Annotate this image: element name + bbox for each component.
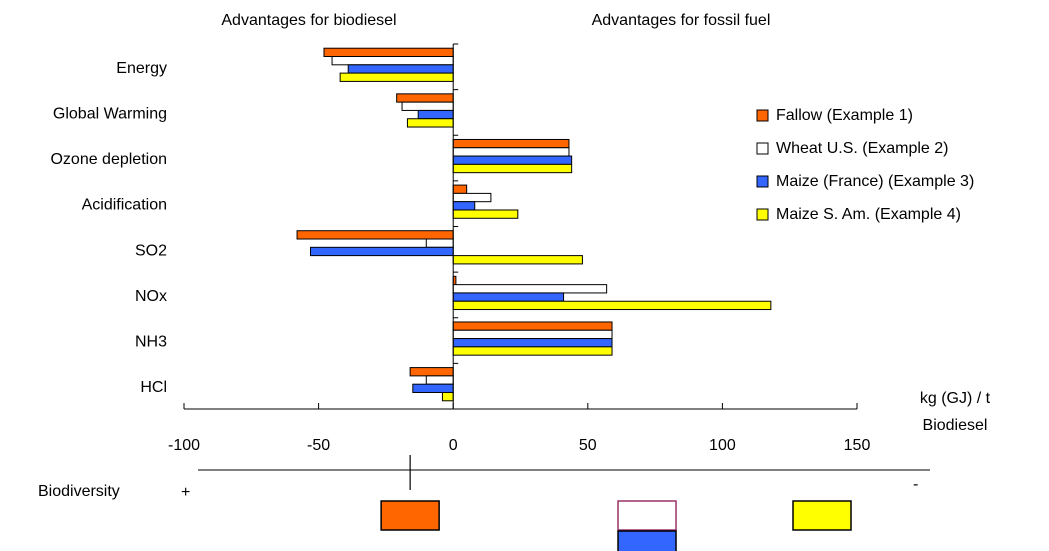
- bar-nh3-4: [452, 346, 613, 356]
- plot-area: Energy Global Warming Ozone depletion Acidi…: [50, 43, 871, 454]
- biodiversity-label: Biodiversity: [38, 483, 120, 500]
- category-label: HCl: [140, 379, 167, 396]
- unit-label-line1: kg (GJ) / t: [920, 390, 991, 407]
- legend: Fallow (Example 1) Wheat U.S. (Example 2)…: [756, 107, 974, 223]
- biodiversity-plus: +: [181, 484, 190, 501]
- bar-acidification-2: [452, 192, 492, 203]
- bar-nh3-2: [452, 329, 613, 340]
- biodiversity-box-wheat-u-s-example-2: [617, 500, 677, 531]
- category-label: SO2: [135, 242, 167, 259]
- biodiversity-box-fallow-example-1: [380, 500, 440, 531]
- bar-nox-4: [452, 300, 772, 311]
- bar-so2-2: [425, 238, 454, 248]
- bar-global-warming-4: [406, 118, 454, 128]
- biodiversity-box-maize-s-am-example-4: [792, 500, 852, 531]
- legend-label: Maize S. Am. (Example 4): [776, 206, 961, 223]
- bar-so2-4: [452, 255, 583, 265]
- legend-label: Fallow (Example 1): [776, 107, 913, 124]
- bar-ozone-depletion-1: [452, 138, 570, 149]
- category-label: Energy: [116, 60, 167, 77]
- bar-energy-3: [347, 64, 454, 74]
- bar-nox-2: [452, 284, 608, 294]
- bar-nh3-3: [452, 338, 613, 348]
- bar-global-warming-3: [417, 109, 454, 120]
- x-tick-label: 100: [709, 437, 736, 454]
- bar-ozone-depletion-2: [452, 147, 570, 157]
- category-label: Global Warming: [53, 105, 167, 122]
- x-tick-label: 150: [844, 437, 871, 454]
- bar-nh3-1: [452, 321, 613, 331]
- bar-nox-3: [452, 292, 565, 302]
- bar-hcl-3: [412, 383, 454, 393]
- biodiversity-row: [198, 455, 930, 551]
- bar-acidification-3: [452, 201, 476, 211]
- header-left: Advantages for biodiesel: [221, 12, 396, 29]
- x-tick-label: 50: [579, 437, 597, 454]
- biodiversity-box-maize-france-example-3: [617, 530, 677, 551]
- legend-swatch: [756, 208, 769, 221]
- bar-global-warming-1: [396, 93, 454, 103]
- x-tick-label: -100: [168, 437, 200, 454]
- category-label: Ozone depletion: [50, 151, 167, 168]
- category-label: Acidification: [82, 197, 167, 214]
- bar-hcl-4: [441, 391, 454, 402]
- header-right: Advantages for fossil fuel: [592, 12, 771, 29]
- bar-so2-1: [296, 230, 454, 240]
- unit-label-line2: Biodiesel: [923, 417, 988, 434]
- bar-energy-2: [331, 56, 454, 66]
- legend-label: Maize (France) (Example 3): [776, 173, 974, 190]
- category-label: NH3: [135, 334, 167, 351]
- bar-hcl-2: [425, 375, 454, 385]
- bar-acidification-1: [452, 184, 468, 194]
- bar-energy-1: [323, 47, 454, 58]
- bar-energy-4: [339, 72, 454, 82]
- biodiversity-minus: -: [913, 476, 918, 493]
- x-tick-label: -50: [307, 437, 330, 454]
- legend-label: Wheat U.S. (Example 2): [776, 140, 949, 157]
- x-tick-label: 0: [449, 437, 458, 454]
- bar-so2-3: [310, 246, 454, 257]
- legend-swatch: [756, 175, 769, 188]
- bar-hcl-1: [409, 367, 454, 377]
- bar-acidification-4: [452, 209, 519, 219]
- bar-ozone-depletion-3: [452, 155, 573, 165]
- bar-global-warming-2: [401, 101, 454, 111]
- legend-swatch: [756, 109, 769, 122]
- category-label: NOx: [135, 288, 167, 305]
- legend-swatch: [756, 142, 769, 155]
- bar-ozone-depletion-4: [452, 163, 573, 174]
